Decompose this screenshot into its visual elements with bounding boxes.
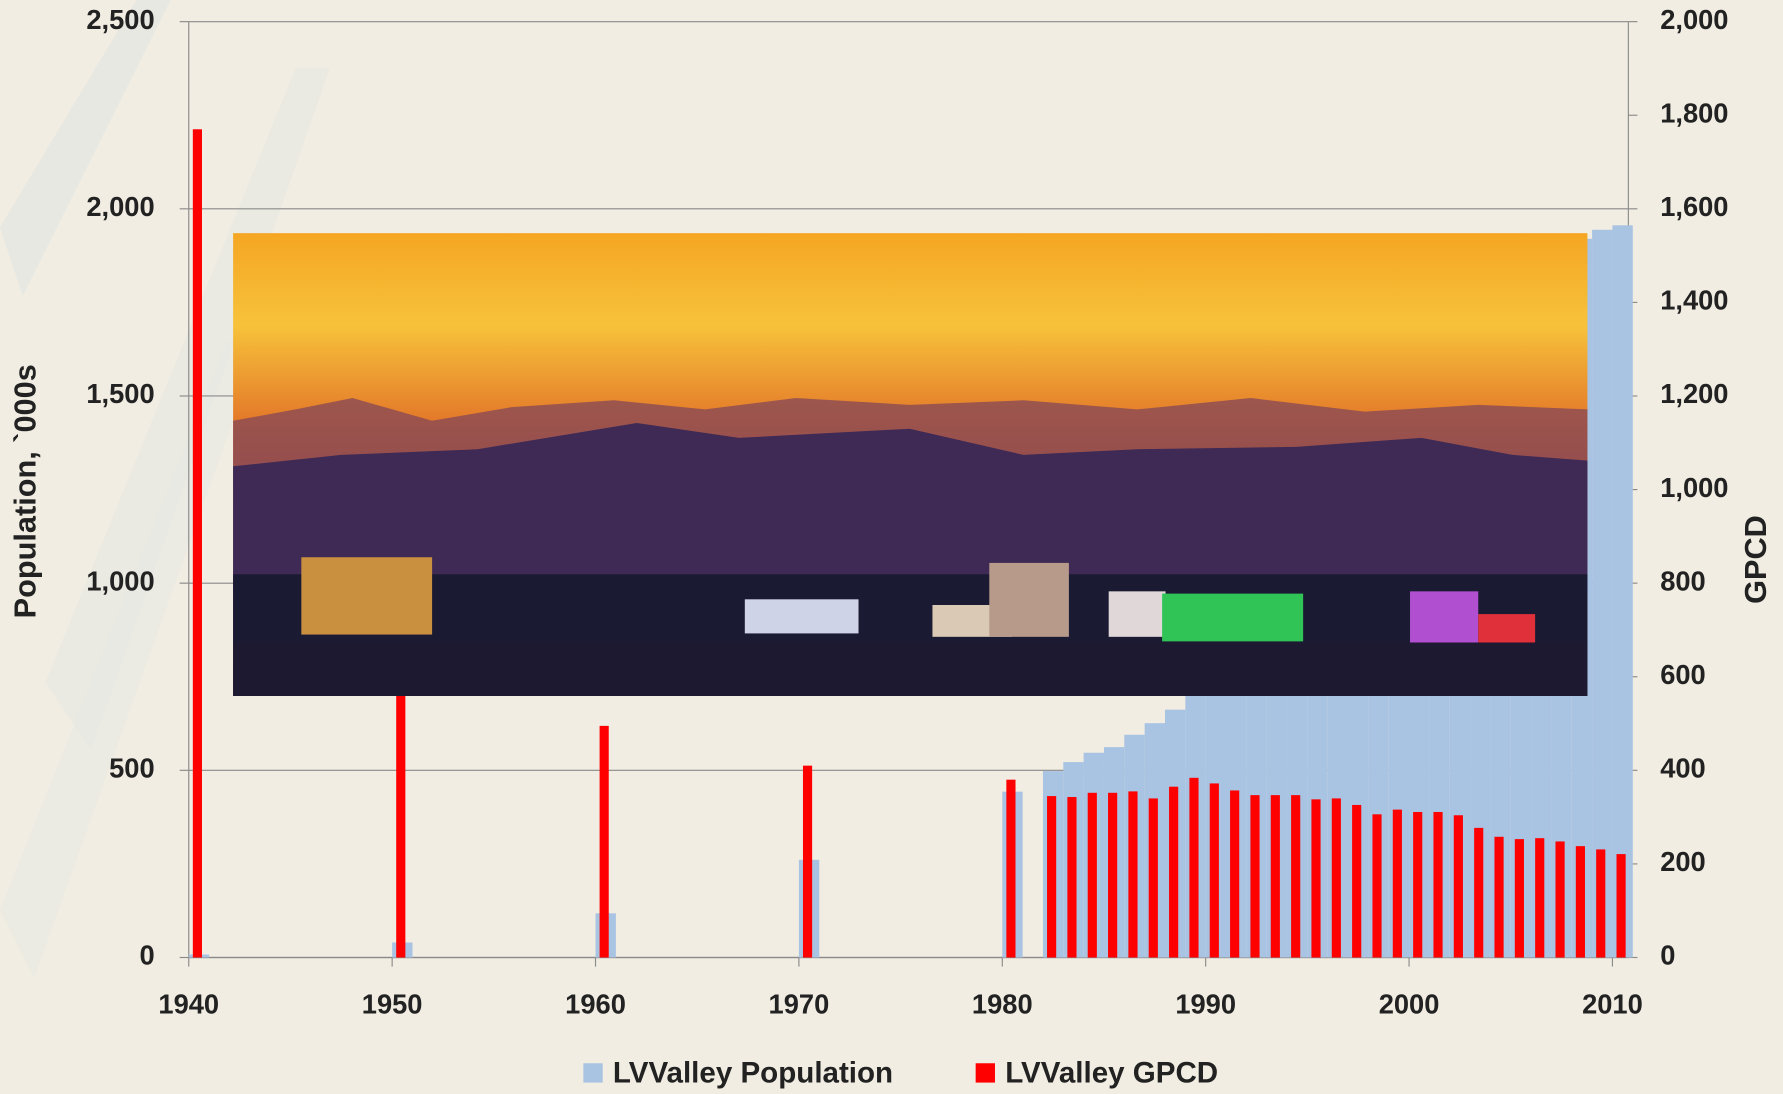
gpcd-bar bbox=[1250, 795, 1260, 958]
photo bbox=[233, 233, 1588, 696]
gpcd-bar bbox=[1413, 811, 1423, 958]
gpcd-bar bbox=[1270, 795, 1280, 958]
gpcd-bar bbox=[1291, 795, 1301, 958]
y-tick-label: 0 bbox=[139, 940, 154, 971]
gpcd-bar bbox=[1087, 792, 1097, 958]
y2-tick-label: 800 bbox=[1660, 565, 1706, 596]
gpcd-bar bbox=[1047, 796, 1057, 958]
legend-swatch bbox=[975, 1063, 995, 1083]
y2-axis-title: GPCD bbox=[1738, 515, 1773, 604]
gpcd-bar bbox=[1535, 838, 1545, 958]
legend-label: LVValley Population bbox=[613, 1056, 893, 1089]
gpcd-bar bbox=[1230, 790, 1240, 958]
x-tick-label: 1970 bbox=[769, 989, 830, 1020]
gpcd-bar bbox=[599, 725, 609, 958]
population-bar bbox=[1592, 229, 1613, 958]
gpcd-bar bbox=[1575, 846, 1585, 958]
y-tick-label: 500 bbox=[109, 753, 155, 784]
x-tick-label: 2010 bbox=[1582, 989, 1643, 1020]
y-tick-label: 2,000 bbox=[86, 191, 154, 222]
gpcd-bar bbox=[1372, 814, 1382, 958]
gpcd-bar bbox=[1108, 792, 1118, 958]
x-tick-label: 1960 bbox=[565, 989, 626, 1020]
y2-tick-label: 1,800 bbox=[1660, 97, 1728, 128]
x-tick-label: 2000 bbox=[1379, 989, 1440, 1020]
gpcd-bar bbox=[1596, 849, 1606, 958]
x-tick-label: 1950 bbox=[362, 989, 423, 1020]
gpcd-bar bbox=[1209, 783, 1219, 958]
gpcd-bar bbox=[396, 676, 406, 958]
y2-tick-label: 200 bbox=[1660, 846, 1706, 877]
y-tick-label: 2,500 bbox=[86, 4, 154, 35]
gpcd-bar bbox=[192, 129, 202, 958]
y-tick-label: 1,000 bbox=[86, 565, 154, 596]
gpcd-bar bbox=[802, 765, 813, 958]
gpcd-bar bbox=[1311, 799, 1321, 958]
y2-tick-label: 1,600 bbox=[1660, 191, 1728, 222]
y2-tick-label: 0 bbox=[1660, 940, 1675, 971]
y2-tick-label: 600 bbox=[1660, 659, 1706, 690]
gpcd-bar bbox=[1616, 854, 1626, 958]
gpcd-bar bbox=[1392, 809, 1402, 958]
y2-tick-label: 1,200 bbox=[1660, 378, 1728, 409]
y2-tick-label: 400 bbox=[1660, 753, 1706, 784]
y2-tick-label: 2,000 bbox=[1660, 4, 1728, 35]
y-tick-label: 1,500 bbox=[86, 378, 154, 409]
population-bar bbox=[1612, 225, 1633, 958]
gpcd-bar bbox=[1433, 811, 1443, 958]
gpcd-bar bbox=[1514, 839, 1524, 958]
gpcd-bar bbox=[1453, 815, 1463, 958]
x-tick-label: 1990 bbox=[1175, 989, 1236, 1020]
gpcd-bar bbox=[1006, 779, 1016, 958]
x-tick-label: 1980 bbox=[972, 989, 1033, 1020]
y2-tick-label: 1,000 bbox=[1660, 472, 1728, 503]
gpcd-bar bbox=[1067, 797, 1077, 958]
y-axis-title: Population, `000s bbox=[7, 364, 42, 618]
gpcd-bar bbox=[1331, 798, 1341, 958]
gpcd-bar bbox=[1494, 836, 1504, 958]
legend-swatch bbox=[583, 1063, 603, 1083]
gpcd-bar bbox=[1189, 777, 1199, 958]
y2-tick-label: 1,400 bbox=[1660, 285, 1728, 316]
gpcd-bar bbox=[1352, 804, 1362, 958]
gpcd-bar bbox=[1128, 791, 1138, 958]
gpcd-bar bbox=[1474, 827, 1484, 958]
gpcd-bar bbox=[1148, 798, 1158, 958]
legend-label: LVValley GPCD bbox=[1005, 1056, 1218, 1089]
gpcd-bar bbox=[1555, 841, 1565, 958]
x-tick-label: 1940 bbox=[158, 989, 219, 1020]
gpcd-bar bbox=[1169, 786, 1179, 958]
